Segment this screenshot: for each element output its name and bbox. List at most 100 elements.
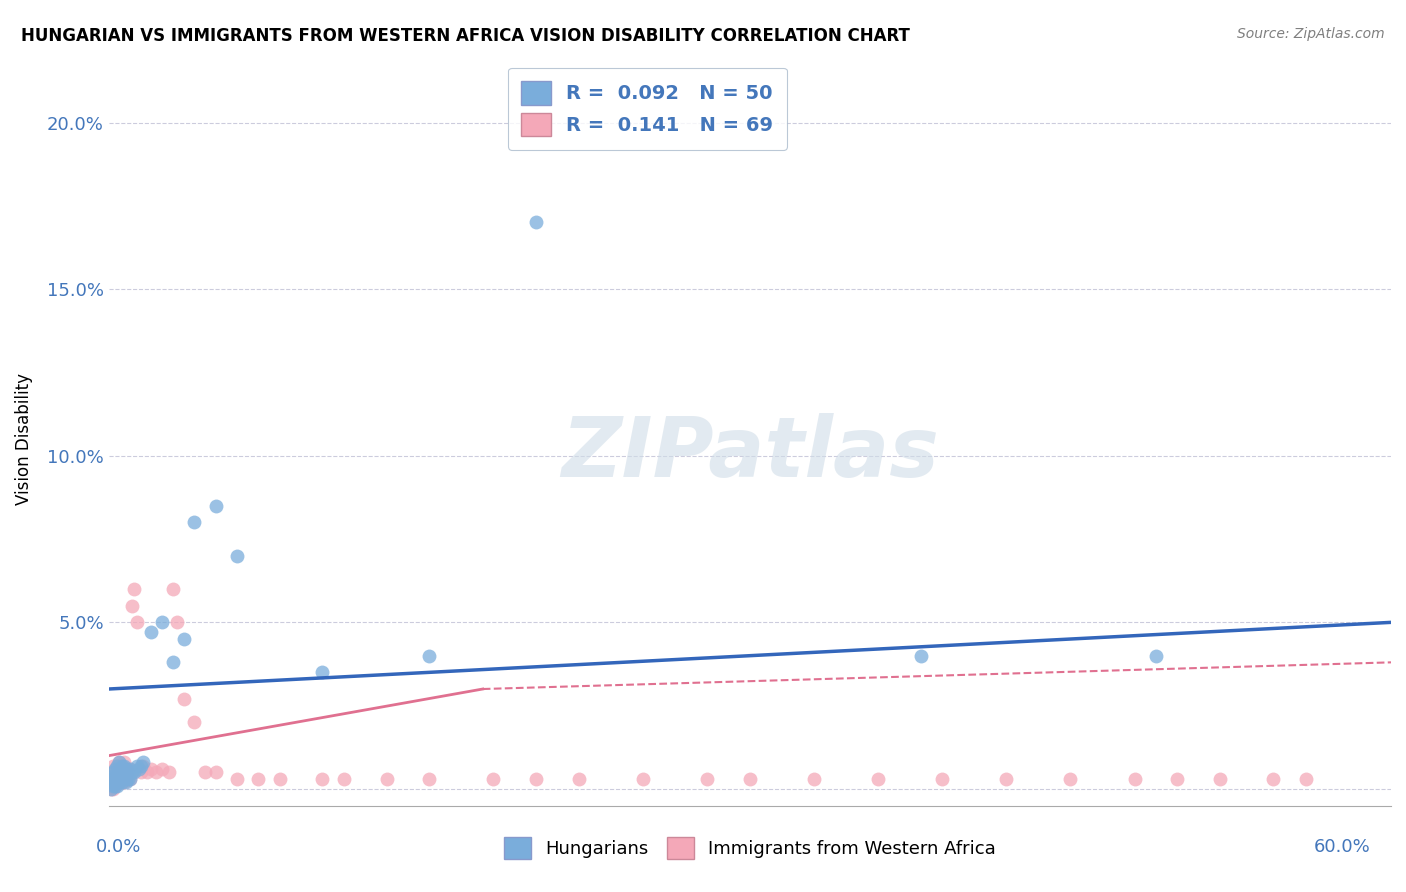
Point [115,769,138,783]
Point [115,772,138,786]
Point [129,758,152,772]
Legend: R =  0.092   N = 50, R =  0.141   N = 69: R = 0.092 N = 50, R = 0.141 N = 69 [508,68,787,150]
Point [141,625,163,640]
Point [132,756,155,770]
Text: HUNGARIAN VS IMMIGRANTS FROM WESTERN AFRICA VISION DISABILITY CORRELATION CHART: HUNGARIAN VS IMMIGRANTS FROM WESTERN AFR… [21,27,910,45]
Point [162,656,184,670]
Point [105,769,128,783]
Point [108,769,131,783]
Point [121,599,143,613]
Point [166,615,188,630]
Point [101,775,124,789]
Point [108,772,131,786]
Point [100,779,122,793]
Point [117,772,139,786]
Point [110,765,132,780]
Point [117,762,139,776]
Point [112,775,135,789]
Point [696,772,718,786]
Point [108,756,131,770]
Point [104,779,127,793]
Point [101,769,124,783]
Point [524,772,547,786]
Point [375,772,398,786]
Point [173,632,195,646]
Point [204,765,226,780]
Point [108,756,131,770]
Point [115,762,138,776]
Point [121,765,143,780]
Text: 60.0%: 60.0% [1315,838,1371,856]
Point [157,765,180,780]
Point [101,782,124,797]
Point [100,772,122,786]
Point [101,758,124,772]
Point [108,762,131,776]
Text: 0.0%: 0.0% [96,838,141,856]
Point [150,762,173,776]
Point [110,775,132,789]
Point [145,765,167,780]
Point [1144,648,1167,663]
Point [120,772,142,786]
Point [124,582,146,596]
Point [120,772,142,786]
Point [104,775,127,789]
Point [105,758,128,772]
Point [910,648,932,663]
Point [108,775,131,789]
Point [995,772,1018,786]
Point [1059,772,1081,786]
Point [110,772,132,786]
Point [112,765,135,780]
Point [183,516,205,530]
Point [105,775,128,789]
Point [110,775,132,789]
Text: Source: ZipAtlas.com: Source: ZipAtlas.com [1237,27,1385,41]
Point [568,772,591,786]
Point [120,762,142,776]
Point [333,772,356,786]
Point [125,615,148,630]
Point [524,215,547,229]
Point [101,779,124,793]
Point [110,769,132,783]
Point [101,769,124,783]
Point [104,775,127,789]
Point [104,762,127,776]
Point [112,772,135,786]
Point [150,615,173,630]
Point [226,549,249,563]
Point [1263,772,1285,786]
Point [112,756,135,770]
Point [104,772,127,786]
Point [931,772,953,786]
Point [108,775,131,789]
Point [105,769,128,783]
Point [101,775,124,789]
Point [162,582,184,596]
Point [105,758,128,772]
Point [124,765,146,780]
Point [868,772,890,786]
Point [204,499,226,513]
Point [104,762,127,776]
Point [105,775,128,789]
Point [136,765,159,780]
Point [105,779,128,793]
Point [311,665,333,680]
Point [803,772,825,786]
Point [482,772,505,786]
Point [108,765,131,780]
Point [112,765,135,780]
Point [120,762,142,776]
Point [418,648,440,663]
Point [117,772,139,786]
Point [173,692,195,706]
Point [247,772,270,786]
Point [631,772,654,786]
Point [1209,772,1232,786]
Point [141,762,163,776]
Point [128,762,150,776]
Point [112,758,135,772]
